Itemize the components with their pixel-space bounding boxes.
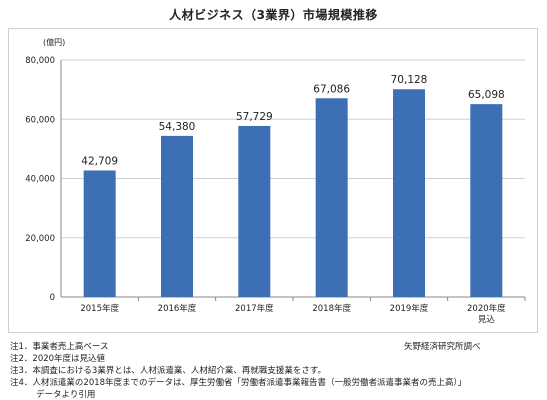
x-tick-label: 2017年度 [235, 303, 274, 314]
note-1: 注1．事業者売上高ベース [10, 342, 109, 352]
y-axis-unit-label: (億円) [43, 37, 65, 47]
note-4-continued: データより引用 [36, 390, 96, 400]
x-tick-label: 2019年度 [390, 303, 429, 314]
bar [315, 98, 348, 298]
data-label: 54,380 [159, 121, 196, 133]
bar [393, 89, 425, 297]
x-tick-label: 2020年度 [467, 303, 506, 314]
data-label: 70,128 [391, 74, 428, 86]
x-tick-label: 2018年度 [312, 303, 351, 314]
data-label: 57,729 [236, 111, 273, 123]
source-credit: 矢野経済研究所調べ [404, 342, 481, 352]
y-tick-label: 0 [50, 293, 55, 303]
bar [470, 104, 503, 297]
data-label: 67,086 [313, 83, 350, 95]
bar [83, 170, 116, 297]
chart-frame: (億円) 0 20,000 40,000 60,000 80,000 42,709 2015年… [8, 28, 538, 333]
note-4: 注4．人材派遣業の2018年度までのデータは、厚生労働省「労働者派遣事業報告書（… [10, 378, 467, 388]
bar [238, 125, 271, 297]
x-tick-label: 2016年度 [158, 303, 197, 314]
y-tick-label: 20,000 [25, 234, 55, 244]
x-tick-label: 2015年度 [80, 303, 119, 314]
note-3: 注3．本調査における3業界とは、人材派遣業、人材紹介業、再就職支援業をさす。 [10, 366, 326, 376]
chart-title: 人材ビジネス（3業界）市場規模推移 [169, 8, 378, 22]
note-2: 注2．2020年度は見込値 [10, 354, 106, 364]
y-tick-label: 80,000 [25, 56, 55, 66]
y-tick-label: 40,000 [25, 175, 55, 185]
data-label: 42,709 [81, 155, 118, 167]
data-label: 65,098 [468, 89, 505, 101]
x-tick-label: 見込 [478, 314, 496, 325]
bar [161, 135, 193, 297]
bar-chart: (億円) 0 20,000 40,000 60,000 80,000 42,709 2015年… [25, 37, 526, 325]
y-tick-label: 60,000 [25, 115, 55, 125]
